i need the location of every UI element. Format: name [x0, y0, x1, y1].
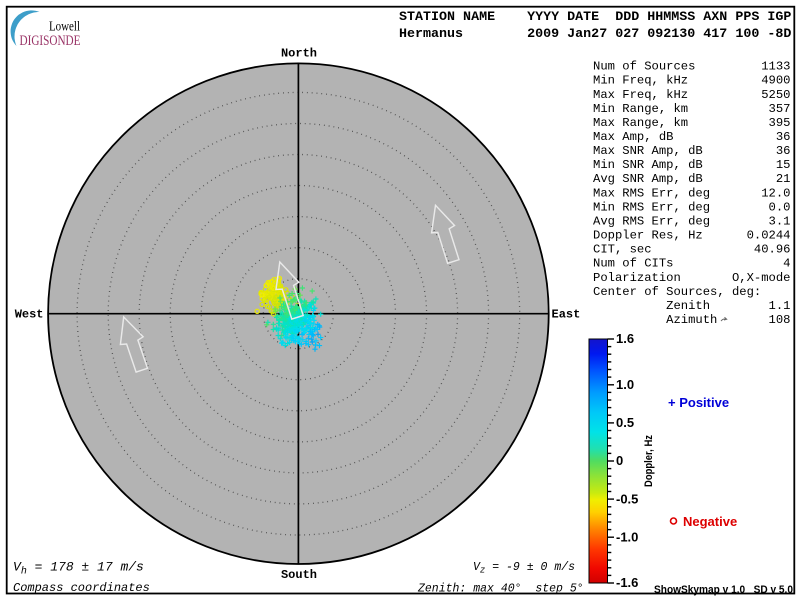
svg-text:1.6: 1.6 [616, 331, 634, 346]
svg-text:Max Freq, kHz 5250: Max Freq, kHz 5250 [593, 88, 790, 102]
svg-text:Doppler Res, Hz 0.0244: Doppler Res, Hz 0.0244 [593, 229, 790, 243]
svg-text:Lowell: Lowell [49, 20, 80, 35]
svg-text:Avg RMS Err, deg 3.1: Avg RMS Err, deg 3.1 [593, 215, 790, 229]
svg-text:South: South [281, 568, 317, 582]
svg-text:0: 0 [616, 453, 623, 468]
svg-text:Azimuth 108: Azimuth 108 [593, 313, 790, 327]
svg-text:-0.5: -0.5 [616, 491, 638, 506]
svg-text:North: North [281, 46, 317, 60]
svg-text:Polarization O,X-mode: Polarization O,X-mode [593, 271, 790, 285]
svg-text:East: East [552, 307, 581, 321]
svg-text:Max SNR Amp, dB 36: Max SNR Amp, dB 36 [593, 144, 790, 158]
svg-text:Max Amp, dB 36: Max Amp, dB 36 [593, 130, 790, 144]
svg-text:Avg SNR Amp, dB 21: Avg SNR Amp, dB 21 [593, 172, 790, 186]
svg-text:Max Range, km 395: Max Range, km 395 [593, 116, 790, 130]
svg-text:Max RMS Err, deg 12.0: Max RMS Err, deg 12.0 [593, 186, 790, 200]
svg-text:Min Range, km 357: Min Range, km 357 [593, 102, 790, 116]
svg-text:Num of Sources 1133: Num of Sources 1133 [593, 60, 790, 74]
svg-text:Vh = 178 ± 17 m/s: Vh = 178 ± 17 m/s [13, 560, 144, 578]
svg-text:Center of Sources, deg:: Center of Sources, deg: [593, 285, 761, 299]
svg-text:Zenith 1.1: Zenith 1.1 [593, 299, 790, 313]
svg-text:Compass coordinates: Compass coordinates [13, 581, 150, 595]
svg-text:STATION NAME YYYY DATE DDD: STATION NAME YYYY DATE DDD HHMMSS AXN PP… [399, 10, 791, 25]
svg-text:+ Positive: + Positive [668, 395, 729, 410]
svg-text:Num of CITs 4: Num of CITs 4 [593, 257, 790, 271]
svg-text:-1.0: -1.0 [616, 530, 638, 545]
svg-text:Min RMS Err, deg 0.0: Min RMS Err, deg 0.0 [593, 200, 790, 214]
svg-text:Negative: Negative [683, 514, 737, 529]
svg-text:DIGISONDE: DIGISONDE [20, 33, 81, 49]
svg-text:-1.6: -1.6 [616, 575, 638, 590]
svg-text:0.5: 0.5 [616, 415, 634, 430]
svg-text:Hermanus 2009 Jan27 027: Hermanus 2009 Jan27 027 092130 417 100 -… [399, 27, 791, 42]
svg-text:Min Freq, kHz 4900: Min Freq, kHz 4900 [593, 74, 790, 88]
svg-text:West: West [15, 308, 44, 322]
svg-text:ShowSkymap v 1.0 SD v 5.0: ShowSkymap v 1.0 SD v 5.0 [654, 584, 793, 596]
svg-text:CIT, sec 40.96: CIT, sec 40.96 [593, 243, 790, 257]
svg-text:Min SNR Amp, dB 15: Min SNR Amp, dB 15 [593, 158, 790, 172]
svg-text:Doppler, Hz: Doppler, Hz [643, 435, 655, 487]
svg-text:Zenith: max 40° step 5°: Zenith: max 40° step 5° [417, 583, 584, 596]
svg-text:Vz = -9 ± 0 m/s: Vz = -9 ± 0 m/s [473, 561, 575, 576]
svg-text:1.0: 1.0 [616, 377, 634, 392]
